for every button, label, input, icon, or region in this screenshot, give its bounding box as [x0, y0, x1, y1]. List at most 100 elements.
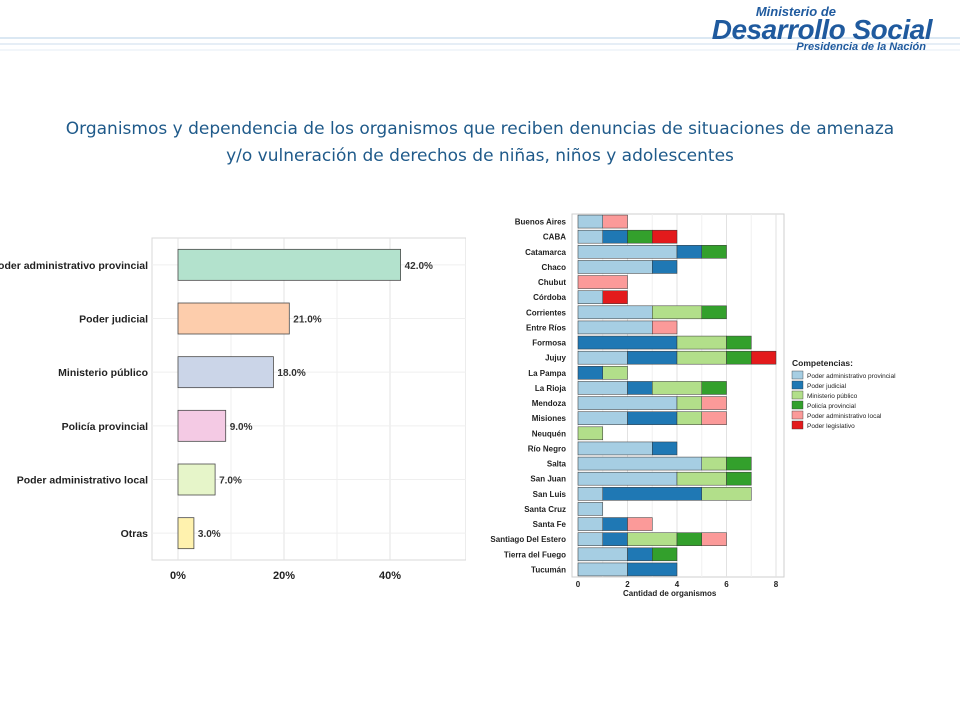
chart2-bar-segment — [676, 532, 702, 546]
chart2-bar-segment — [602, 517, 628, 531]
chart1-category-label: Poder administrativo provincial — [0, 260, 148, 272]
chart2-bar-segment — [701, 381, 727, 395]
chart2-bar-segment — [577, 441, 653, 456]
chart2-bar-segment — [577, 260, 653, 274]
chart2-bar-segment — [577, 396, 678, 410]
chart2-category-label: Santiago Del Estero — [490, 535, 566, 544]
chart2-category-label: La Rioja — [535, 384, 567, 393]
chart2-x-tick-label: 4 — [675, 580, 680, 589]
stacked-bar-chart-panel: Buenos Aires CABA Catamarca Chaco Chubut Córd… — [466, 200, 942, 600]
chart2-bar-segment — [726, 350, 752, 365]
chart2-bar-segment — [577, 456, 702, 471]
chart2-category-label: Santa Cruz — [524, 505, 566, 514]
chart2-category-label: Santa Fe — [533, 520, 567, 529]
chart2-bar-segment — [627, 229, 653, 244]
chart1-bar — [177, 356, 274, 389]
chart2-category-label: San Juan — [530, 475, 566, 484]
percentage-bar-chart: Poder administrativo provincial 42.0% Pode… — [0, 200, 467, 596]
chart2-bar-segment — [652, 441, 678, 456]
chart1-category-label: Ministerio público — [58, 367, 148, 379]
chart2-category-label: Entre Ríos — [526, 323, 567, 332]
chart2-bar-segment — [627, 350, 678, 365]
chart1-x-tick-label: 0% — [170, 570, 186, 582]
chart1-data-label: 9.0% — [230, 422, 253, 433]
chart2-category-label: Jujuy — [545, 354, 566, 363]
chart2-bar-segment — [652, 547, 678, 562]
chart2-x-tick-label: 0 — [576, 580, 581, 589]
chart2-legend-label: Poder judicial — [807, 383, 847, 390]
chart2-bar-segment — [602, 487, 702, 501]
chart1-data-label: 21.0% — [293, 315, 321, 326]
ministerio-logo: Ministerio de Desarrollo Social Presiden… — [682, 4, 933, 53]
chart2-category-label: CABA — [543, 233, 566, 242]
chart2-legend-label: Poder legislativo — [807, 423, 855, 430]
chart1-bar — [177, 463, 216, 496]
percentage-bar-chart-panel: Poder administrativo provincial 42.0% Pode… — [0, 200, 467, 596]
chart1-category-label: Poder administrativo local — [17, 475, 148, 487]
chart2-bar-segment — [726, 456, 752, 471]
chart2-bar-segment — [751, 350, 777, 365]
chart2-category-label: San Luis — [533, 490, 567, 499]
chart2-category-label: Chaco — [542, 263, 567, 272]
chart2-category-label: Río Negro — [528, 444, 566, 453]
chart2-bar-segment — [602, 290, 628, 304]
chart2-bar-segment — [701, 245, 727, 259]
chart2-bar-segment — [676, 396, 702, 410]
chart1-data-label: 18.0% — [277, 368, 305, 379]
chart2-bar-segment — [627, 532, 678, 546]
chart2-bar-segment — [701, 396, 727, 410]
chart1-data-label: 3.0% — [198, 529, 221, 540]
chart2-plot-area — [571, 213, 785, 578]
chart2-category-label: Formosa — [532, 339, 566, 348]
chart2-bar-segment — [676, 350, 727, 365]
chart2-legend-swatch — [791, 380, 804, 390]
chart1-bar — [177, 248, 402, 281]
chart2-bar-segment — [577, 320, 653, 335]
chart2-bar-segment — [577, 381, 628, 395]
chart2-bar-segment — [602, 214, 628, 229]
chart2-bar-segment — [726, 335, 752, 350]
chart2-category-label: Catamarca — [525, 248, 566, 257]
chart2-category-label: Neuquén — [532, 429, 566, 438]
chart2-bar-segment — [577, 366, 603, 380]
chart2-bar-segment — [627, 411, 678, 425]
chart1-x-tick-label: 40% — [379, 570, 401, 582]
chart2-legend-label: Policía provincial — [807, 403, 856, 410]
chart2-bar-segment — [577, 305, 653, 320]
chart1-bar — [177, 409, 227, 442]
chart2-bar-segment — [701, 411, 727, 425]
chart2-bar-segment — [652, 320, 678, 335]
chart2-legend-swatch — [791, 390, 804, 400]
chart2-bar-segment — [577, 502, 603, 516]
chart2-bar-segment — [676, 245, 702, 259]
chart2-x-tick-label: 8 — [774, 580, 779, 589]
chart1-data-label: 42.0% — [405, 261, 433, 272]
chart1-x-tick-label: 20% — [273, 570, 295, 582]
chart2-bar-segment — [577, 532, 603, 546]
chart2-category-label: Tierra del Fuego — [504, 550, 566, 559]
chart2-category-label: La Pampa — [528, 369, 566, 378]
chart2-bar-segment — [577, 517, 603, 531]
chart2-category-label: Chubut — [538, 278, 566, 287]
chart2-bar-segment — [652, 305, 702, 320]
chart2-bar-segment — [652, 229, 678, 244]
stacked-bar-chart: Buenos Aires CABA Catamarca Chaco Chubut Córd… — [466, 200, 942, 600]
chart1-bar — [177, 517, 195, 550]
chart2-x-axis-label: Cantidad de organismos — [623, 589, 717, 598]
chart2-bar-segment — [627, 547, 653, 562]
chart2-bar-segment — [602, 532, 628, 546]
chart2-bar-segment — [577, 426, 603, 441]
chart2-bar-segment — [627, 381, 653, 395]
chart2-category-label: Buenos Aires — [515, 218, 567, 227]
chart2-bar-segment — [577, 562, 628, 577]
chart2-legend-swatch — [791, 370, 804, 380]
chart2-bar-segment — [577, 411, 628, 425]
chart2-bar-segment — [701, 532, 727, 546]
chart2-bar-segment — [676, 471, 727, 486]
chart2-legend-swatch — [791, 420, 804, 430]
chart2-legend-swatch — [791, 400, 804, 410]
chart1-category-label: Policía provincial — [62, 421, 148, 433]
chart1-bar — [177, 302, 290, 335]
chart2-category-label: Córdoba — [533, 293, 566, 302]
chart2-bar-segment — [652, 260, 678, 274]
